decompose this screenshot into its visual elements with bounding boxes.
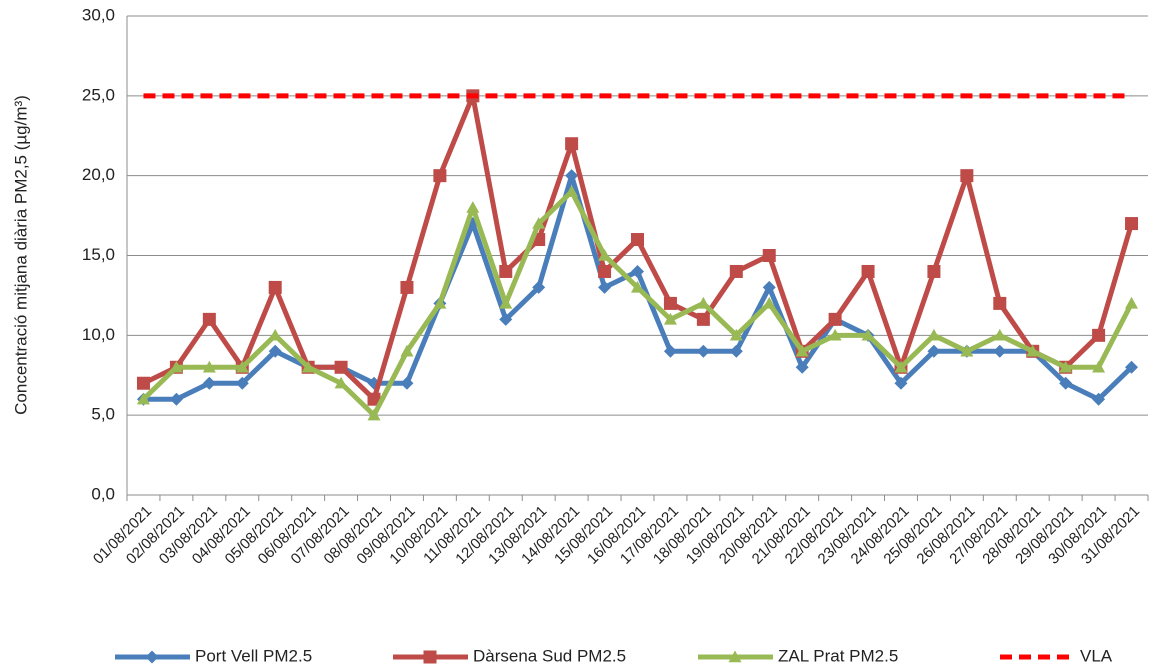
point-marker bbox=[1059, 376, 1073, 390]
point-marker bbox=[268, 344, 282, 358]
point-marker bbox=[532, 280, 546, 294]
point-marker bbox=[499, 296, 513, 309]
point-marker bbox=[1092, 392, 1106, 406]
point-marker bbox=[598, 264, 612, 278]
point-marker bbox=[367, 408, 381, 421]
legend-marker bbox=[423, 650, 437, 664]
point-marker bbox=[795, 360, 809, 374]
point-marker bbox=[169, 360, 183, 373]
series-line bbox=[141, 189, 1134, 418]
point-marker bbox=[927, 264, 941, 278]
point-marker bbox=[169, 392, 183, 406]
point-marker bbox=[861, 328, 875, 341]
point-marker bbox=[598, 280, 612, 294]
point-marker bbox=[268, 328, 282, 341]
point-marker bbox=[400, 280, 414, 294]
point-marker bbox=[565, 169, 579, 183]
point-marker bbox=[367, 392, 381, 406]
legend-marker bbox=[728, 650, 742, 663]
point-marker bbox=[696, 344, 710, 358]
point-marker bbox=[960, 169, 974, 183]
point-marker bbox=[1092, 328, 1106, 342]
point-marker bbox=[696, 312, 710, 326]
y-axis-label: Concentració mitjana diària PM2,5 (µg/m³… bbox=[11, 95, 30, 415]
point-marker bbox=[729, 344, 743, 358]
point-marker bbox=[631, 280, 644, 293]
point-marker bbox=[136, 392, 150, 405]
point-marker bbox=[828, 312, 842, 326]
y-tick-label: 30,0 bbox=[82, 5, 115, 24]
point-marker bbox=[696, 296, 710, 309]
legend-label: Dàrsena Sud PM2.5 bbox=[473, 646, 626, 665]
point-marker bbox=[663, 296, 677, 310]
point-marker bbox=[499, 312, 513, 326]
point-marker bbox=[136, 376, 150, 390]
legend-marker bbox=[145, 650, 159, 664]
point-marker bbox=[762, 249, 776, 262]
point-marker bbox=[202, 376, 216, 390]
y-tick-label: 20,0 bbox=[82, 165, 115, 184]
y-tick-label: 0,0 bbox=[91, 484, 115, 503]
point-marker bbox=[202, 360, 216, 373]
point-marker bbox=[762, 280, 776, 294]
point-marker bbox=[1125, 296, 1139, 309]
point-marker bbox=[400, 376, 414, 390]
point-marker bbox=[565, 137, 579, 151]
y-tick-label: 15,0 bbox=[82, 245, 115, 264]
point-marker bbox=[499, 264, 513, 278]
point-marker bbox=[433, 296, 447, 309]
point-marker bbox=[828, 328, 842, 341]
point-marker bbox=[1059, 360, 1073, 373]
point-marker bbox=[334, 376, 348, 389]
point-marker bbox=[235, 376, 249, 390]
point-marker bbox=[235, 360, 249, 373]
point-marker bbox=[927, 328, 941, 341]
legend-label: Port Vell PM2.5 bbox=[195, 646, 312, 665]
point-marker bbox=[631, 233, 644, 247]
point-marker bbox=[663, 344, 677, 358]
legend-label: ZAL Prat PM2.5 bbox=[778, 646, 898, 665]
point-marker bbox=[334, 360, 348, 374]
point-marker bbox=[762, 296, 776, 309]
point-marker bbox=[1125, 217, 1139, 231]
point-marker bbox=[268, 280, 282, 294]
point-marker bbox=[894, 360, 908, 373]
point-marker bbox=[301, 360, 315, 373]
point-marker bbox=[400, 344, 414, 357]
point-marker bbox=[565, 185, 579, 197]
y-tick-label: 10,0 bbox=[82, 325, 115, 344]
point-marker bbox=[993, 296, 1007, 310]
point-marker bbox=[795, 344, 809, 357]
point-marker bbox=[631, 264, 644, 278]
point-marker bbox=[993, 328, 1007, 341]
point-marker bbox=[960, 344, 974, 357]
point-marker bbox=[861, 264, 875, 278]
point-marker bbox=[729, 328, 743, 341]
point-marker bbox=[532, 217, 546, 229]
point-marker bbox=[1125, 360, 1139, 374]
point-marker bbox=[927, 344, 941, 358]
point-marker bbox=[202, 312, 216, 326]
point-marker bbox=[663, 312, 677, 325]
point-marker bbox=[1092, 360, 1106, 373]
point-marker bbox=[729, 264, 743, 278]
point-marker bbox=[466, 201, 480, 213]
legend-label: VLA bbox=[1080, 646, 1113, 665]
y-tick-label: 25,0 bbox=[82, 85, 115, 104]
point-marker bbox=[598, 249, 612, 261]
point-marker bbox=[433, 169, 447, 183]
point-marker bbox=[1026, 344, 1040, 357]
point-marker bbox=[993, 344, 1007, 358]
y-tick-label: 5,0 bbox=[91, 405, 115, 424]
point-marker bbox=[894, 376, 908, 390]
